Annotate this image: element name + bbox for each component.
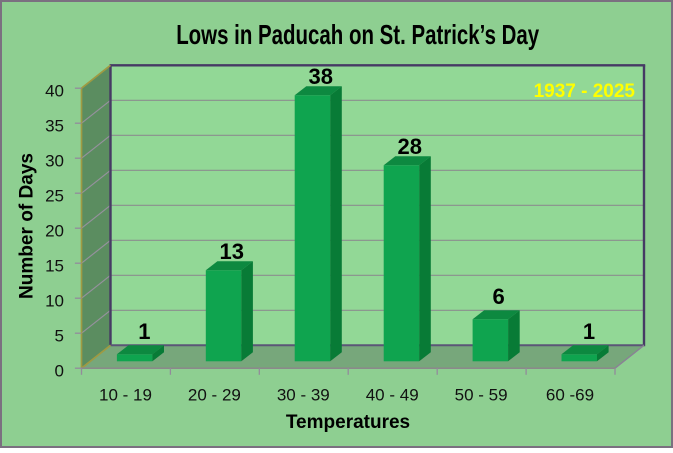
svg-text:1: 1 — [138, 319, 150, 344]
svg-text:5: 5 — [55, 327, 64, 346]
svg-text:20: 20 — [45, 222, 64, 241]
svg-text:6: 6 — [492, 284, 504, 309]
svg-text:50 - 59: 50 - 59 — [455, 385, 508, 404]
svg-text:Number of Days: Number of Days — [17, 153, 38, 299]
svg-text:13: 13 — [220, 239, 244, 264]
svg-text:38: 38 — [308, 64, 332, 89]
svg-text:10 - 19: 10 - 19 — [99, 385, 152, 404]
svg-text:40 - 49: 40 - 49 — [366, 385, 419, 404]
svg-text:Temperatures: Temperatures — [286, 412, 410, 433]
svg-text:1: 1 — [583, 319, 595, 344]
svg-text:15: 15 — [45, 257, 64, 276]
svg-text:10: 10 — [45, 292, 64, 311]
svg-text:Lows in Paducah on St. Patrick: Lows in Paducah on St. Patrick’s Day — [176, 19, 540, 50]
svg-text:60 -69: 60 -69 — [546, 385, 594, 404]
svg-text:20 - 29: 20 - 29 — [188, 385, 241, 404]
svg-text:0: 0 — [55, 362, 64, 381]
svg-text:1937 - 2025: 1937 - 2025 — [534, 81, 636, 102]
svg-text:28: 28 — [397, 134, 421, 159]
svg-text:25: 25 — [45, 187, 64, 206]
svg-text:30 - 39: 30 - 39 — [277, 385, 330, 404]
svg-text:30: 30 — [45, 152, 64, 171]
svg-text:35: 35 — [45, 117, 64, 136]
svg-text:40: 40 — [45, 82, 64, 101]
